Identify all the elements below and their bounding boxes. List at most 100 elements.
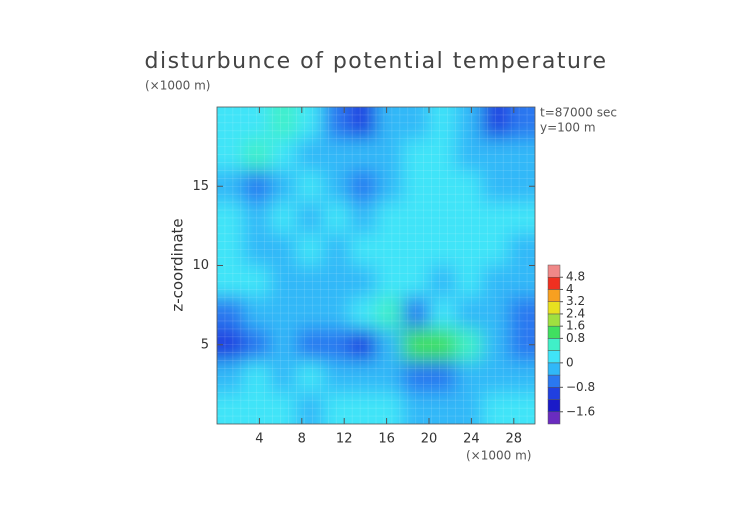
field-cell — [429, 297, 456, 330]
y-unit: (×1000 m) — [145, 79, 210, 93]
y-tick-label: 10 — [192, 258, 209, 273]
field-cell — [296, 328, 324, 362]
field-cell — [243, 360, 271, 393]
field-cell — [455, 392, 483, 424]
field-cell — [482, 265, 509, 298]
chart-title: disturbunce of potential temperature — [145, 49, 608, 74]
field-cell — [349, 233, 377, 266]
x-tick-label: 28 — [506, 432, 523, 447]
colorbar-box — [547, 362, 561, 376]
x-tick-label: 8 — [298, 432, 306, 447]
colorbar-box — [547, 301, 561, 315]
colorbar-box — [547, 350, 561, 364]
x-tick-label: 12 — [336, 432, 353, 447]
field-cell — [429, 328, 456, 362]
annotation: t=87000 sec — [540, 106, 617, 120]
field-cell — [402, 328, 430, 362]
field-cell — [376, 265, 403, 298]
field-cell — [296, 202, 324, 235]
colorbar-label: 3.2 — [566, 294, 585, 308]
field-cell — [296, 107, 324, 140]
field-cell — [482, 360, 509, 393]
colorbar-label: 1.6 — [566, 319, 585, 333]
field-cell — [349, 297, 377, 330]
field-cell — [508, 265, 535, 298]
field-cell — [429, 265, 456, 298]
field-cell — [508, 138, 535, 171]
colorbar-box — [547, 411, 561, 425]
field-cell — [217, 392, 244, 424]
field-cell — [296, 360, 324, 393]
field-cell — [323, 265, 350, 298]
x-unit: (×1000 m) — [466, 449, 531, 463]
field-cell — [270, 202, 297, 235]
colorbar-box — [547, 276, 561, 290]
field-cell — [402, 202, 430, 235]
field-cell — [217, 138, 244, 171]
field-cell — [243, 297, 271, 330]
field-cell — [270, 265, 297, 298]
colorbar-box — [547, 374, 561, 388]
field-cell — [323, 297, 350, 330]
field-cell — [270, 233, 297, 266]
field-cell — [349, 265, 377, 298]
field-cell — [429, 360, 456, 393]
field-cell — [349, 170, 377, 203]
colorbar-label: 0.8 — [566, 331, 585, 345]
field-cell — [270, 297, 297, 330]
field-cell — [482, 297, 509, 330]
field-cell — [508, 360, 535, 393]
field-cell — [482, 107, 509, 140]
field-cell — [243, 328, 271, 362]
colorbar-label: 2.4 — [566, 306, 585, 320]
field-cell — [296, 138, 324, 171]
field-cell — [349, 360, 377, 393]
colorbar-label: 4 — [566, 282, 574, 296]
colorbar-box — [547, 399, 561, 413]
field-cell — [217, 233, 244, 266]
field-cell — [482, 170, 509, 203]
x-tick-label: 16 — [378, 432, 395, 447]
field-cell — [376, 202, 403, 235]
y-axis-label: z-coordinate — [169, 218, 187, 311]
field-cell — [323, 392, 350, 424]
y-tick-label: 15 — [192, 179, 209, 194]
field-cell — [243, 202, 271, 235]
field-cell — [270, 392, 297, 424]
field-cell — [402, 170, 430, 203]
field-cell — [296, 265, 324, 298]
field-cell — [429, 392, 456, 424]
colorbar-box — [547, 387, 561, 400]
field-cell — [270, 328, 297, 362]
field-cell — [402, 138, 430, 171]
field-cell — [243, 107, 271, 140]
field-cell — [508, 202, 535, 235]
field-cell — [323, 328, 350, 362]
field-cell — [270, 138, 297, 171]
field-cell — [323, 138, 350, 171]
field-cell — [217, 297, 244, 330]
x-tick-label: 20 — [421, 432, 438, 447]
field-cell — [482, 233, 509, 266]
field-cell — [323, 107, 350, 140]
field-cell — [323, 202, 350, 235]
field-cell — [402, 265, 430, 298]
field-cell — [429, 170, 456, 203]
field-cell — [455, 233, 483, 266]
x-tick-label: 4 — [255, 432, 263, 447]
field-cell — [217, 107, 244, 140]
field-cell — [243, 265, 271, 298]
field-cell — [508, 392, 535, 424]
field-cell — [270, 107, 297, 140]
field-cell — [323, 233, 350, 266]
field-cell — [455, 202, 483, 235]
colorbar-label: −1.6 — [566, 404, 595, 418]
field-cell — [508, 107, 535, 140]
field-cell — [455, 360, 483, 393]
field-cell — [429, 202, 456, 235]
field-cell — [296, 233, 324, 266]
field-cell — [349, 392, 377, 424]
field-cell — [349, 202, 377, 235]
field-cell — [482, 138, 509, 171]
